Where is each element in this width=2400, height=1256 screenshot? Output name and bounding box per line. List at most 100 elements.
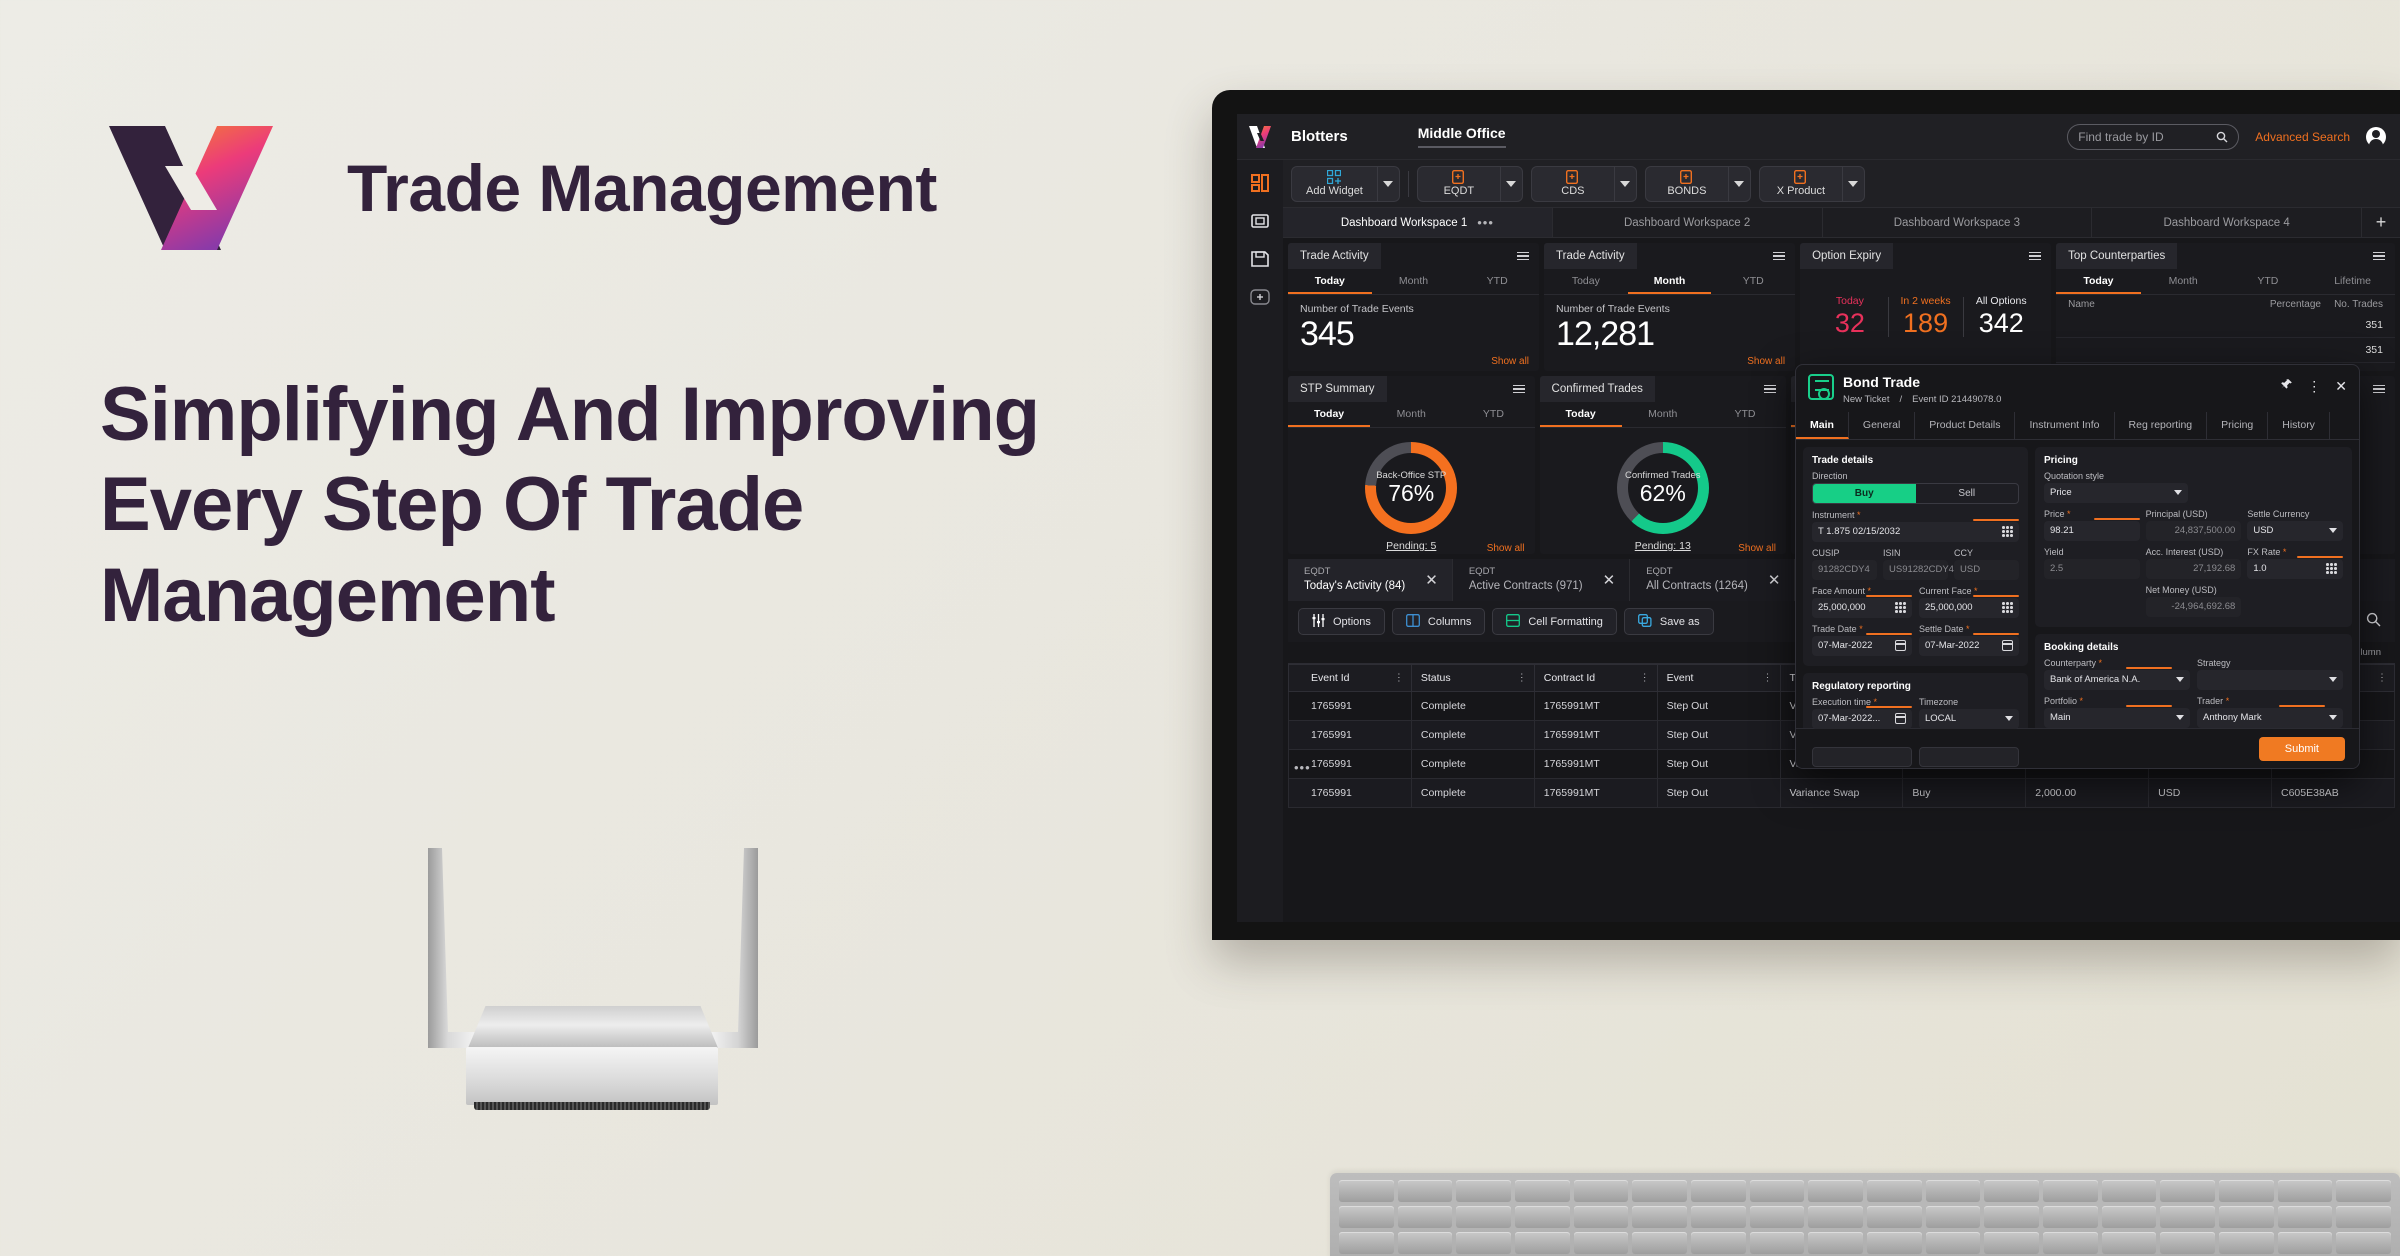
column-menu-icon[interactable]: ⋮ [1639,672,1650,684]
widget-menu-icon[interactable] [1764,384,1777,394]
timezone-select[interactable]: LOCAL [1919,708,2019,729]
blotter-search-icon[interactable] [2366,612,2381,632]
tab-general[interactable]: General [1849,411,1916,439]
quotation-style-select[interactable]: Price [2044,482,2188,503]
x-product-caret[interactable] [1841,166,1864,201]
grip-icon[interactable] [1895,602,1906,613]
widget-menu-icon[interactable] [2372,251,2385,261]
tab-today[interactable]: Today [2056,269,2141,294]
chevron-down-icon[interactable] [2005,716,2013,722]
column-menu-icon[interactable]: ⋮ [1516,672,1527,684]
blotter-tab-all-contracts[interactable]: EQDT All Contracts (1264) ✕ [1630,559,1796,602]
current-face-input[interactable]: 25,000,000 [1919,594,2019,618]
column-menu-icon[interactable]: ⋮ [1762,672,1773,684]
app-logo-icon[interactable] [1237,124,1283,150]
chevron-down-icon[interactable] [2329,528,2338,534]
grip-icon[interactable] [2002,602,2013,613]
close-icon[interactable]: ✕ [1602,571,1616,589]
calendar-icon[interactable] [1895,713,1906,725]
options-button[interactable]: Options [1298,608,1385,636]
close-icon[interactable]: ✕ [1425,571,1438,589]
col-event[interactable]: Event ⋮ [1656,664,1781,693]
direction-sell-option[interactable]: Sell [1958,487,1976,499]
widget-menu-icon[interactable] [1512,384,1525,394]
cell-formatting-button[interactable]: Cell Formatting [1492,608,1617,636]
col-contract-id[interactable]: Contract Id ⋮ [1533,664,1658,693]
venue-input[interactable] [1919,746,2019,767]
tab-today[interactable]: Today [1288,402,1371,427]
cds-caret[interactable] [1613,166,1636,201]
tab-today[interactable]: Today [1539,402,1622,427]
calendar-icon[interactable] [2002,640,2013,652]
column-menu-icon[interactable]: ⋮ [1393,672,1404,684]
direction-toggle[interactable]: Buy Sell [1812,482,2019,504]
tab-month[interactable]: Month [2168,275,2198,287]
widget-menu-icon[interactable] [2029,251,2042,261]
advanced-search-link[interactable]: Advanced Search [2255,129,2350,144]
tab-month[interactable]: Month [1648,408,1678,420]
price-input[interactable]: 98.21 [2044,517,2140,541]
blotter-tab-active-contracts[interactable]: EQDT Active Contracts (971) ✕ [1453,559,1631,602]
tab-ytd[interactable]: YTD [2257,275,2279,287]
settle-date-input[interactable]: 07-Mar-2022 [1919,632,2019,656]
search-input[interactable]: Find trade by ID [2067,123,2240,150]
chevron-down-icon[interactable] [2329,715,2337,721]
chevron-down-icon[interactable] [2176,677,2184,683]
col-status[interactable]: Status ⋮ [1410,664,1535,693]
show-all-link[interactable]: Show all [1486,543,1525,554]
settle-currency-select[interactable]: USD [2247,520,2344,541]
tab-today[interactable]: Today [1571,275,1600,287]
widget-menu-icon[interactable] [2373,384,2385,394]
workspace-tab-1[interactable]: Dashboard Workspace 1 ••• [1283,208,1553,237]
add-icon[interactable] [1249,286,1271,308]
table-row[interactable]: 1765991 Complete 1765991MT Step Out Vari… [1288,778,2395,809]
add-widget-caret[interactable] [1376,166,1399,201]
chevron-down-icon[interactable] [2176,715,2184,721]
counterparty-select[interactable]: Bank of America N.A. [2044,666,2190,690]
tab-middle-office[interactable]: Middle Office [1417,125,1506,148]
pending-link[interactable]: Pending: 13 [1634,540,1691,552]
tab-ytd[interactable]: YTD [1486,275,1508,287]
fx-rate-input[interactable]: 1.0 [2247,555,2344,579]
calendar-icon[interactable] [1895,640,1906,652]
product-button-eqdt[interactable]: EQDT [1416,165,1523,202]
dashboard-grid-icon[interactable] [1249,172,1271,194]
archive-icon[interactable] [1249,210,1271,232]
workspace-tab-3[interactable]: Dashboard Workspace 3 [1823,208,2093,237]
close-icon[interactable]: ✕ [1767,571,1781,589]
tab-lifetime[interactable]: Lifetime [2334,275,2371,287]
tab-pricing[interactable]: Pricing [2207,411,2269,439]
tab-month[interactable]: Month [1396,408,1426,420]
save-as-button[interactable]: Save as [1623,608,1714,636]
column-menu-icon[interactable]: ⋮ [2377,672,2387,684]
show-all-link[interactable]: Show all [1491,356,1530,367]
widget-menu-icon[interactable] [1517,251,1530,261]
close-icon[interactable]: ✕ [2335,377,2347,394]
bonds-caret[interactable] [1727,166,1750,201]
show-all-link[interactable]: Show all [1738,543,1777,554]
trader-select[interactable]: Anthony Mark [2197,704,2343,728]
product-button-x-product[interactable]: X Product [1758,165,1865,202]
tab-ytd[interactable]: YTD [1482,408,1504,420]
tab-reg-reporting[interactable]: Reg reporting [2115,411,2208,439]
tab-month[interactable]: Month [1398,275,1429,287]
tab-history[interactable]: History [2268,411,2330,439]
eqdt-caret[interactable] [1499,166,1522,201]
show-all-link[interactable]: Show all [1747,356,1786,367]
product-button-cds[interactable]: CDS [1530,165,1637,202]
portfolio-select[interactable]: Main [2044,704,2190,728]
avatar[interactable] [2366,126,2386,148]
widget-menu-icon[interactable] [1773,251,1786,261]
columns-button[interactable]: Columns [1391,608,1486,636]
table-row[interactable]: 351 [2056,313,2395,338]
product-button-bonds[interactable]: BONDS [1644,165,1751,202]
direction-buy-option[interactable]: Buy [1813,483,1916,503]
row-actions-menu-icon[interactable]: ••• [1294,760,1311,776]
tab-instrument-info[interactable]: Instrument Info [2015,411,2115,439]
tab-ytd[interactable]: YTD [1734,408,1756,420]
more-vertical-icon[interactable]: ⋮ [2307,377,2322,394]
submit-button[interactable]: Submit [2258,736,2345,761]
pending-link[interactable]: Pending: 5 [1386,540,1437,552]
col-event-id[interactable]: Event Id ⋮ [1288,664,1412,693]
face-amount-input[interactable]: 25,000,000 [1812,594,1912,618]
